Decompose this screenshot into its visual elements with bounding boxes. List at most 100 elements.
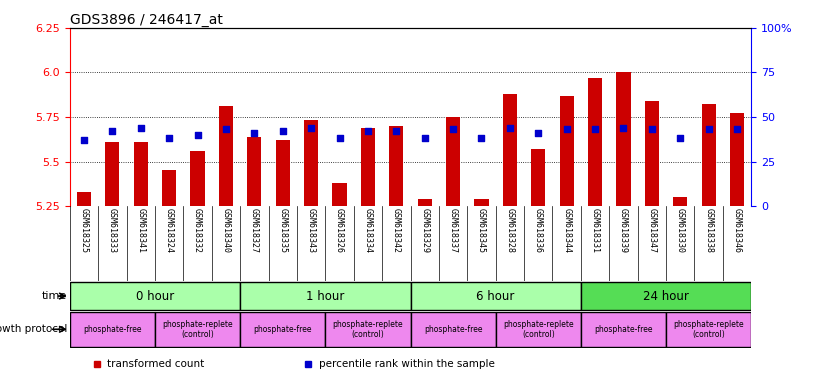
Bar (134, 142, 148, 206)
Point (248, 130, 261, 136)
Bar (531, 149, 545, 206)
Text: phosphate-replete
(control): phosphate-replete (control) (503, 319, 574, 339)
Text: percentile rank within the sample: percentile rank within the sample (319, 359, 494, 369)
Bar (190, 151, 204, 206)
Text: GSM618339: GSM618339 (619, 209, 628, 253)
Text: GSM618345: GSM618345 (477, 209, 486, 253)
Bar (617, 72, 631, 206)
Text: phosphate-free: phosphate-free (424, 325, 483, 334)
Point (418, 135, 431, 141)
Bar (304, 121, 319, 206)
Bar (241, 312, 325, 347)
Text: GSM618335: GSM618335 (278, 209, 287, 253)
Point (589, 126, 602, 132)
Bar (70, 282, 241, 310)
Point (219, 126, 232, 132)
Point (447, 126, 460, 132)
Point (333, 135, 346, 141)
Text: growth protocol: growth protocol (0, 324, 67, 334)
Bar (446, 117, 461, 206)
Text: GSM618330: GSM618330 (676, 209, 685, 253)
Bar (581, 312, 666, 347)
Text: 6 hour: 6 hour (476, 290, 515, 303)
Bar (276, 140, 290, 206)
Bar (410, 312, 496, 347)
Point (617, 124, 630, 131)
Bar (701, 104, 716, 206)
Point (106, 128, 119, 134)
Bar (219, 106, 233, 206)
Text: GSM618347: GSM618347 (647, 209, 656, 253)
Text: phosphate-replete
(control): phosphate-replete (control) (333, 319, 403, 339)
Text: GSM618337: GSM618337 (448, 209, 457, 253)
Text: phosphate-replete
(control): phosphate-replete (control) (673, 319, 744, 339)
Bar (644, 101, 659, 206)
Bar (247, 137, 261, 206)
Point (134, 124, 147, 131)
Bar (502, 94, 517, 206)
Bar (581, 282, 751, 310)
Bar (70, 312, 155, 347)
Text: 1 hour: 1 hour (306, 290, 345, 303)
Point (305, 124, 318, 131)
Bar (560, 96, 574, 206)
Text: GSM618325: GSM618325 (80, 209, 89, 253)
Point (475, 135, 488, 141)
Bar (162, 170, 177, 206)
Point (674, 135, 687, 141)
Point (390, 128, 403, 134)
Text: GSM618329: GSM618329 (420, 209, 429, 253)
Bar (496, 312, 581, 347)
Point (702, 126, 715, 132)
Point (77, 137, 90, 143)
Text: GDS3896 / 246417_at: GDS3896 / 246417_at (70, 13, 222, 26)
Bar (241, 282, 410, 310)
Text: GSM618338: GSM618338 (704, 209, 713, 253)
Bar (360, 127, 375, 206)
Text: transformed count: transformed count (108, 359, 204, 369)
Text: phosphate-free: phosphate-free (83, 325, 142, 334)
Text: GSM618333: GSM618333 (108, 209, 117, 253)
Text: GSM618342: GSM618342 (392, 209, 401, 253)
Bar (673, 197, 687, 206)
Point (731, 126, 744, 132)
Point (560, 126, 573, 132)
Text: 0 hour: 0 hour (135, 290, 174, 303)
Text: GSM618346: GSM618346 (732, 209, 741, 253)
Bar (666, 312, 751, 347)
Text: GSM618327: GSM618327 (250, 209, 259, 253)
Text: GSM618340: GSM618340 (222, 209, 231, 253)
Text: GSM618332: GSM618332 (193, 209, 202, 253)
Bar (730, 113, 744, 206)
Bar (410, 282, 581, 310)
Text: GSM618344: GSM618344 (562, 209, 571, 253)
Bar (418, 199, 432, 206)
Bar (333, 183, 346, 206)
Text: GSM618334: GSM618334 (364, 209, 373, 253)
Point (503, 124, 516, 131)
Text: GSM618324: GSM618324 (165, 209, 174, 253)
Text: GSM618331: GSM618331 (590, 209, 599, 253)
Text: GSM618341: GSM618341 (136, 209, 145, 253)
Point (276, 128, 289, 134)
Bar (325, 312, 410, 347)
Bar (155, 312, 241, 347)
Text: phosphate-free: phosphate-free (594, 325, 653, 334)
Bar (105, 142, 120, 206)
Text: 24 hour: 24 hour (643, 290, 689, 303)
Bar (475, 199, 488, 206)
Text: phosphate-replete
(control): phosphate-replete (control) (163, 319, 233, 339)
Point (532, 130, 545, 136)
Point (191, 132, 204, 138)
Text: GSM618336: GSM618336 (534, 209, 543, 253)
Point (163, 135, 176, 141)
Text: phosphate-free: phosphate-free (254, 325, 312, 334)
Text: GSM618328: GSM618328 (506, 209, 515, 253)
Bar (77, 192, 91, 206)
Bar (588, 78, 602, 206)
Point (645, 126, 658, 132)
Bar (389, 126, 403, 206)
Text: GSM618343: GSM618343 (306, 209, 315, 253)
Text: time: time (42, 291, 67, 301)
Text: GSM618326: GSM618326 (335, 209, 344, 253)
